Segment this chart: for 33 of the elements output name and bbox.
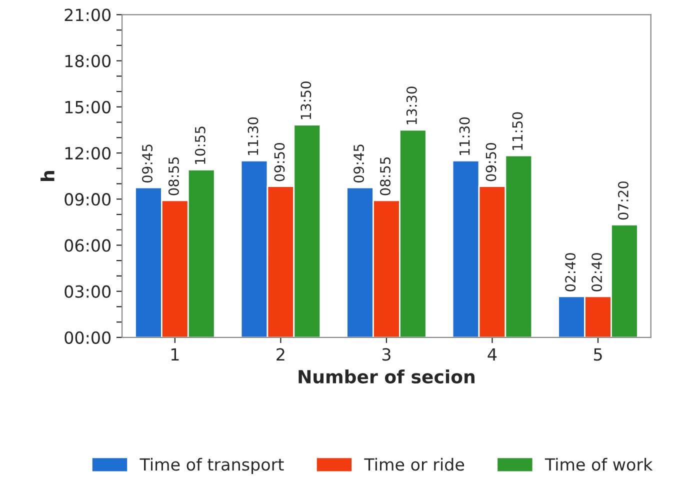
data-label: 13:30 bbox=[406, 86, 417, 124]
data-label: 02:40 bbox=[592, 253, 602, 292]
data-label: 07:20 bbox=[618, 181, 628, 220]
legend-label: Time of work bbox=[544, 458, 653, 471]
data-label: 11:30 bbox=[459, 117, 470, 155]
data-label: 08:55 bbox=[168, 157, 179, 196]
x-tick-label: 1 bbox=[171, 348, 179, 360]
data-label: 02:40 bbox=[565, 253, 576, 292]
x-tick-label: 5 bbox=[594, 348, 602, 361]
data-label: 11:50 bbox=[512, 112, 523, 150]
data-label: 11:30 bbox=[248, 117, 258, 155]
legend-label: Time of transport bbox=[140, 458, 284, 474]
data-label: 13:50 bbox=[300, 82, 312, 120]
x-axis-title: Number of secion bbox=[298, 370, 474, 384]
legend-label: Time or ride bbox=[364, 458, 464, 471]
data-label: 09:50 bbox=[274, 143, 285, 182]
data-label: 10:55 bbox=[194, 126, 206, 164]
data-label: 09:45 bbox=[142, 144, 153, 182]
data-label: 08:55 bbox=[380, 157, 390, 196]
y-tick-label: 15:00 bbox=[65, 100, 111, 114]
data-label: 09:50 bbox=[486, 143, 496, 182]
y-tick-label: 18:00 bbox=[65, 54, 111, 68]
y-tick-label: 03:00 bbox=[64, 285, 111, 298]
x-tick-label: 3 bbox=[382, 348, 390, 361]
y-tick-label: 06:00 bbox=[64, 239, 111, 252]
data-label: 09:45 bbox=[354, 144, 364, 182]
y-axis-title: h bbox=[40, 171, 54, 181]
y-tick-label: 21:00 bbox=[64, 8, 111, 22]
x-tick-label: 2 bbox=[276, 348, 284, 360]
x-tick-label: 4 bbox=[488, 348, 497, 360]
y-tick-label: 09:00 bbox=[64, 193, 111, 206]
y-tick-label: 12:00 bbox=[65, 146, 111, 160]
y-tick-label: 00:00 bbox=[64, 331, 111, 344]
